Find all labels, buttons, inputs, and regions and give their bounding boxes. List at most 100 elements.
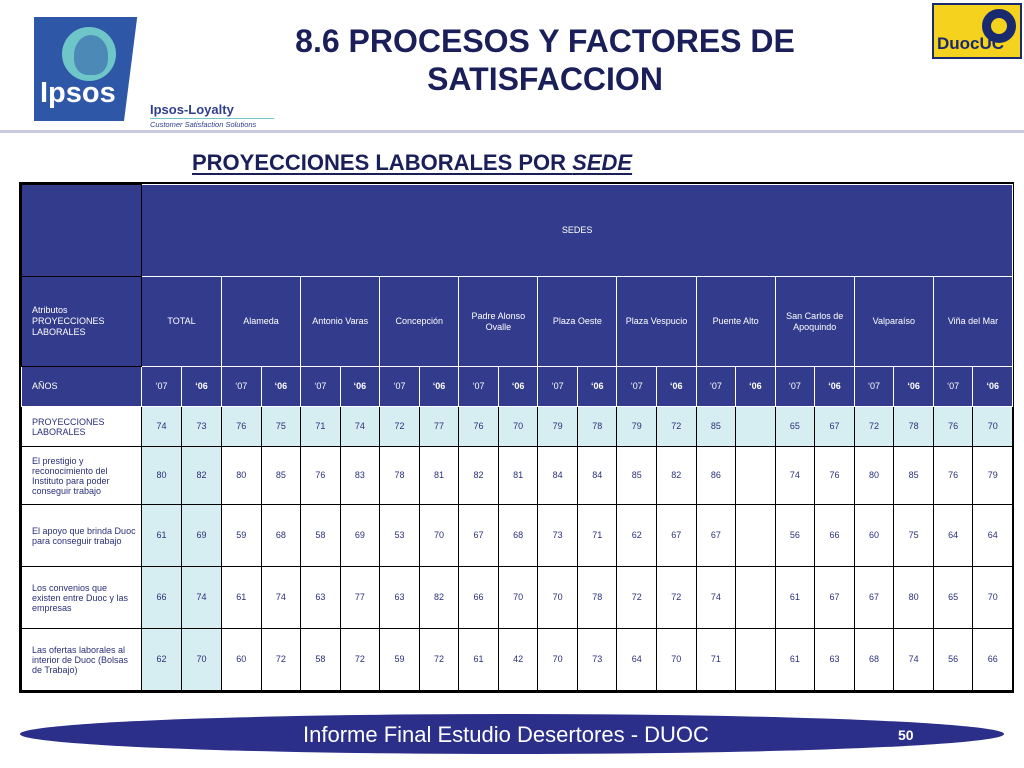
- table-cell: 74: [695, 566, 737, 629]
- table-cell: [735, 504, 776, 567]
- group-header-antonio_varas: Antonio Varas: [300, 276, 381, 367]
- table-cell: 74: [774, 446, 816, 505]
- page-subtitle: PROYECCIONES LABORALES POR SEDE: [192, 150, 632, 176]
- table-cell: 74: [339, 406, 381, 447]
- table-row: El prestigio y reconocimiento del Instit…: [21, 446, 1014, 505]
- table-cell: 71: [576, 504, 618, 567]
- table-cell: 67: [814, 406, 855, 447]
- table-cell: 66: [972, 628, 1014, 691]
- table-cell: 72: [656, 406, 697, 447]
- group-header-alameda: Alameda: [220, 276, 302, 367]
- table-cell: 86: [695, 446, 737, 505]
- duoc-seal-icon: [980, 7, 1018, 45]
- year-07-total: ‘07: [141, 366, 182, 407]
- table-cell: 61: [774, 566, 816, 629]
- table-cell: 75: [260, 406, 302, 447]
- table-cell: 78: [576, 406, 618, 447]
- row-label: El prestigio y reconocimiento del Instit…: [21, 446, 142, 505]
- row-label: Las ofertas laborales al interior de Duo…: [21, 628, 142, 691]
- year-06-vina_del_mar: ‘06: [972, 366, 1014, 407]
- table-cell: 82: [458, 446, 499, 505]
- table-cell: 69: [181, 504, 222, 567]
- attributes-header-row: Atributos PROYECCIONES LABORALES TOTAL Al…: [21, 276, 1014, 367]
- table-row: Los convenios que existen entre Duoc y l…: [21, 566, 1014, 629]
- table-cell: 73: [576, 628, 618, 691]
- table-cell: [735, 446, 776, 505]
- table-cell: 74: [181, 566, 222, 629]
- year-06-total: ‘06: [181, 366, 222, 407]
- ipsos-logo: Ipsos: [34, 17, 146, 121]
- row-label: El apoyo que brinda Duoc para conseguir …: [21, 504, 142, 567]
- table-cell: 78: [576, 566, 618, 629]
- table-cell: 68: [497, 504, 539, 567]
- group-header-total: TOTAL: [141, 276, 222, 367]
- table-cell: 72: [616, 566, 658, 629]
- year-06-padre_alonso_ovalle: ‘06: [497, 366, 539, 407]
- table-cell: 72: [853, 406, 895, 447]
- table-cell: 70: [537, 566, 578, 629]
- year-07-san_carlos: ‘07: [774, 366, 816, 407]
- group-header-valparaiso: Valparaíso: [853, 276, 934, 367]
- year-07-alameda: ‘07: [221, 366, 262, 407]
- table-cell: 59: [379, 628, 420, 691]
- table-cell: 67: [853, 566, 895, 629]
- table-cell: 68: [260, 504, 302, 567]
- year-07-valparaiso: ‘07: [853, 366, 895, 407]
- table-cell: 79: [537, 406, 578, 447]
- table-cell: [735, 628, 776, 691]
- table-cell: 82: [181, 446, 222, 505]
- table-cell: 76: [300, 446, 341, 505]
- table-cell: 75: [893, 504, 934, 567]
- year-07-antonio_varas: ‘07: [300, 366, 341, 407]
- table-cell: 66: [814, 504, 855, 567]
- ipsos-loyalty-logo: Ipsos-Loyalty Customer Satisfaction Solu…: [150, 102, 274, 129]
- table-cell: 72: [260, 628, 302, 691]
- table-cell: 64: [932, 504, 974, 567]
- table-cell: 72: [418, 628, 460, 691]
- table-cell: 81: [418, 446, 460, 505]
- table-cell: 78: [379, 446, 420, 505]
- table-cell: 74: [260, 566, 302, 629]
- table-cell: 59: [221, 504, 262, 567]
- year-06-puente_alto: ‘06: [735, 366, 776, 407]
- table-cell: [735, 566, 776, 629]
- table-cell: 69: [339, 504, 381, 567]
- table-cell: 70: [972, 566, 1014, 629]
- table-cell: 82: [418, 566, 460, 629]
- table-cell: 70: [537, 628, 578, 691]
- sedes-header: SEDES: [140, 184, 1014, 277]
- loyalty-tagline: Customer Satisfaction Solutions: [150, 118, 274, 129]
- footer-bar: [20, 714, 1004, 754]
- table-cell: 77: [339, 566, 381, 629]
- table-cell: 67: [656, 504, 697, 567]
- year-06-alameda: ‘06: [260, 366, 302, 407]
- year-06-concepcion: ‘06: [418, 366, 460, 407]
- table-cell: 85: [893, 446, 934, 505]
- table-cell: 72: [656, 566, 697, 629]
- table-cell: 67: [458, 504, 499, 567]
- table-cell: 80: [893, 566, 934, 629]
- table-cell: 77: [418, 406, 460, 447]
- table-cell: 80: [221, 446, 262, 505]
- table-cell: 56: [932, 628, 974, 691]
- table-cell: 61: [221, 566, 262, 629]
- table-cell: 84: [537, 446, 578, 505]
- years-label: AÑOS: [21, 366, 142, 407]
- table-cell: 81: [497, 446, 539, 505]
- footer-text: Informe Final Estudio Desertores - DUOC: [303, 722, 709, 747]
- table-cell: 70: [497, 406, 539, 447]
- table-cell: 63: [300, 566, 341, 629]
- table-cell: 68: [853, 628, 895, 691]
- table-cell: 84: [576, 446, 618, 505]
- year-06-antonio_varas: ‘06: [339, 366, 381, 407]
- year-06-plaza_oeste: ‘06: [576, 366, 618, 407]
- year-07-plaza_oeste: ‘07: [537, 366, 578, 407]
- table-cell: 65: [932, 566, 974, 629]
- row-label: Los convenios que existen entre Duoc y l…: [21, 566, 142, 629]
- table-cell: 64: [972, 504, 1014, 567]
- attributes-label: Atributos PROYECCIONES LABORALES: [21, 276, 142, 367]
- table-cell: 67: [695, 504, 737, 567]
- table-cell: 70: [497, 566, 539, 629]
- year-07-puente_alto: ‘07: [695, 366, 737, 407]
- year-07-vina_del_mar: ‘07: [932, 366, 974, 407]
